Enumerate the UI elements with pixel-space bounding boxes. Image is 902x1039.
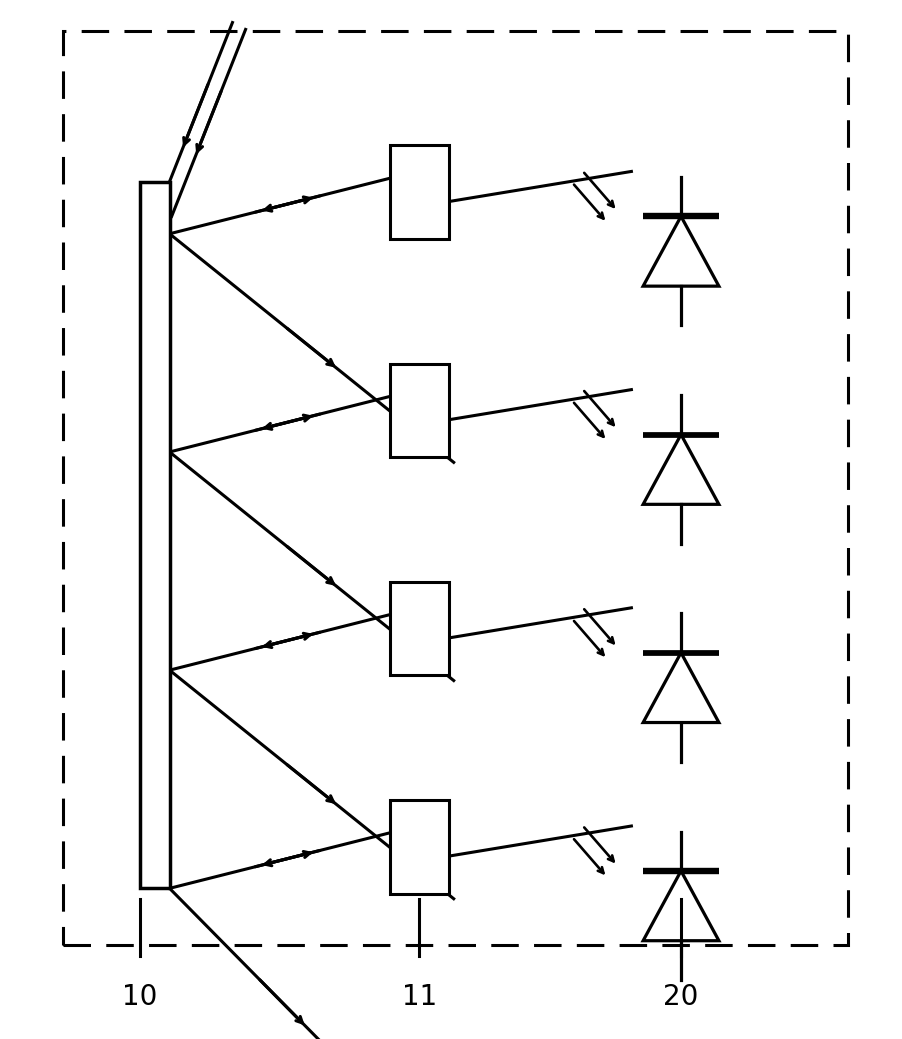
Bar <box>390 582 449 675</box>
Text: 20: 20 <box>663 984 699 1011</box>
Bar <box>63 31 848 945</box>
Bar <box>390 800 449 894</box>
Bar <box>390 145 449 239</box>
Text: 11: 11 <box>401 984 437 1011</box>
Bar <box>390 364 449 457</box>
Bar <box>140 182 170 888</box>
Text: 10: 10 <box>122 984 158 1011</box>
